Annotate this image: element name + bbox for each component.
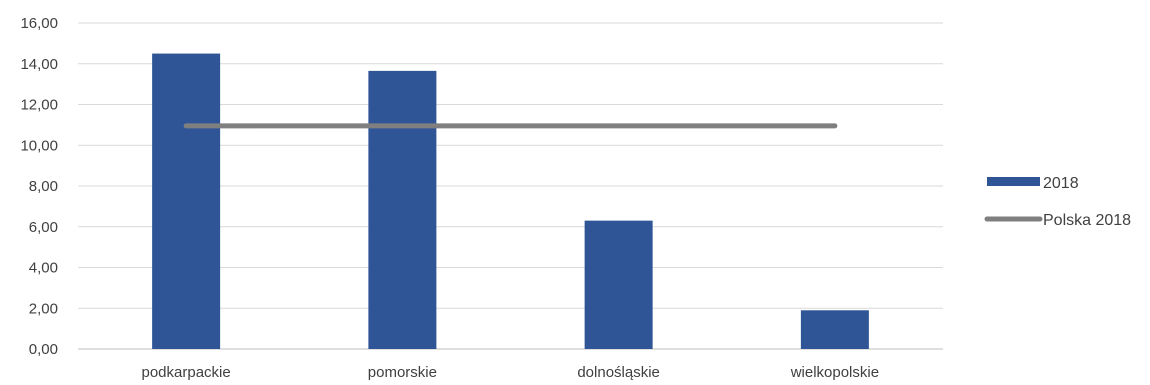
y-tick-label: 8,00 <box>29 178 58 195</box>
gridlines <box>78 22 943 350</box>
legend-label-2018: 2018 <box>1043 175 1079 192</box>
legend-label-polska-2018: Polska 2018 <box>1043 212 1131 229</box>
bar-series-2018 <box>152 53 869 349</box>
bar <box>152 53 221 349</box>
x-tick-label: dolnośląskie <box>577 364 660 381</box>
legend: 2018 Polska 2018 <box>984 175 1131 229</box>
bar <box>584 220 653 349</box>
y-tick-label: 12,00 <box>20 97 58 114</box>
y-tick-label: 6,00 <box>29 219 58 236</box>
x-axis-tick-labels: podkarpackie pomorskie dolnośląskie wielkop… <box>142 364 880 381</box>
x-tick-label: wielkopolskie <box>790 364 879 381</box>
legend-swatch-2018 <box>987 177 1040 186</box>
y-tick-label: 0,00 <box>29 341 58 358</box>
y-tick-label: 16,00 <box>20 15 58 32</box>
y-axis-tick-labels: 0,00 2,00 4,00 6,00 8,00 10,00 12,00 14,00 16,00 <box>20 15 58 358</box>
y-tick-label: 14,00 <box>20 56 58 73</box>
y-tick-label: 2,00 <box>29 300 58 317</box>
y-tick-label: 10,00 <box>20 137 58 154</box>
x-tick-label: pomorskie <box>368 364 437 381</box>
bar <box>368 70 437 349</box>
y-tick-label: 4,00 <box>29 260 58 277</box>
bar <box>800 310 869 349</box>
x-tick-label: podkarpackie <box>142 364 231 381</box>
